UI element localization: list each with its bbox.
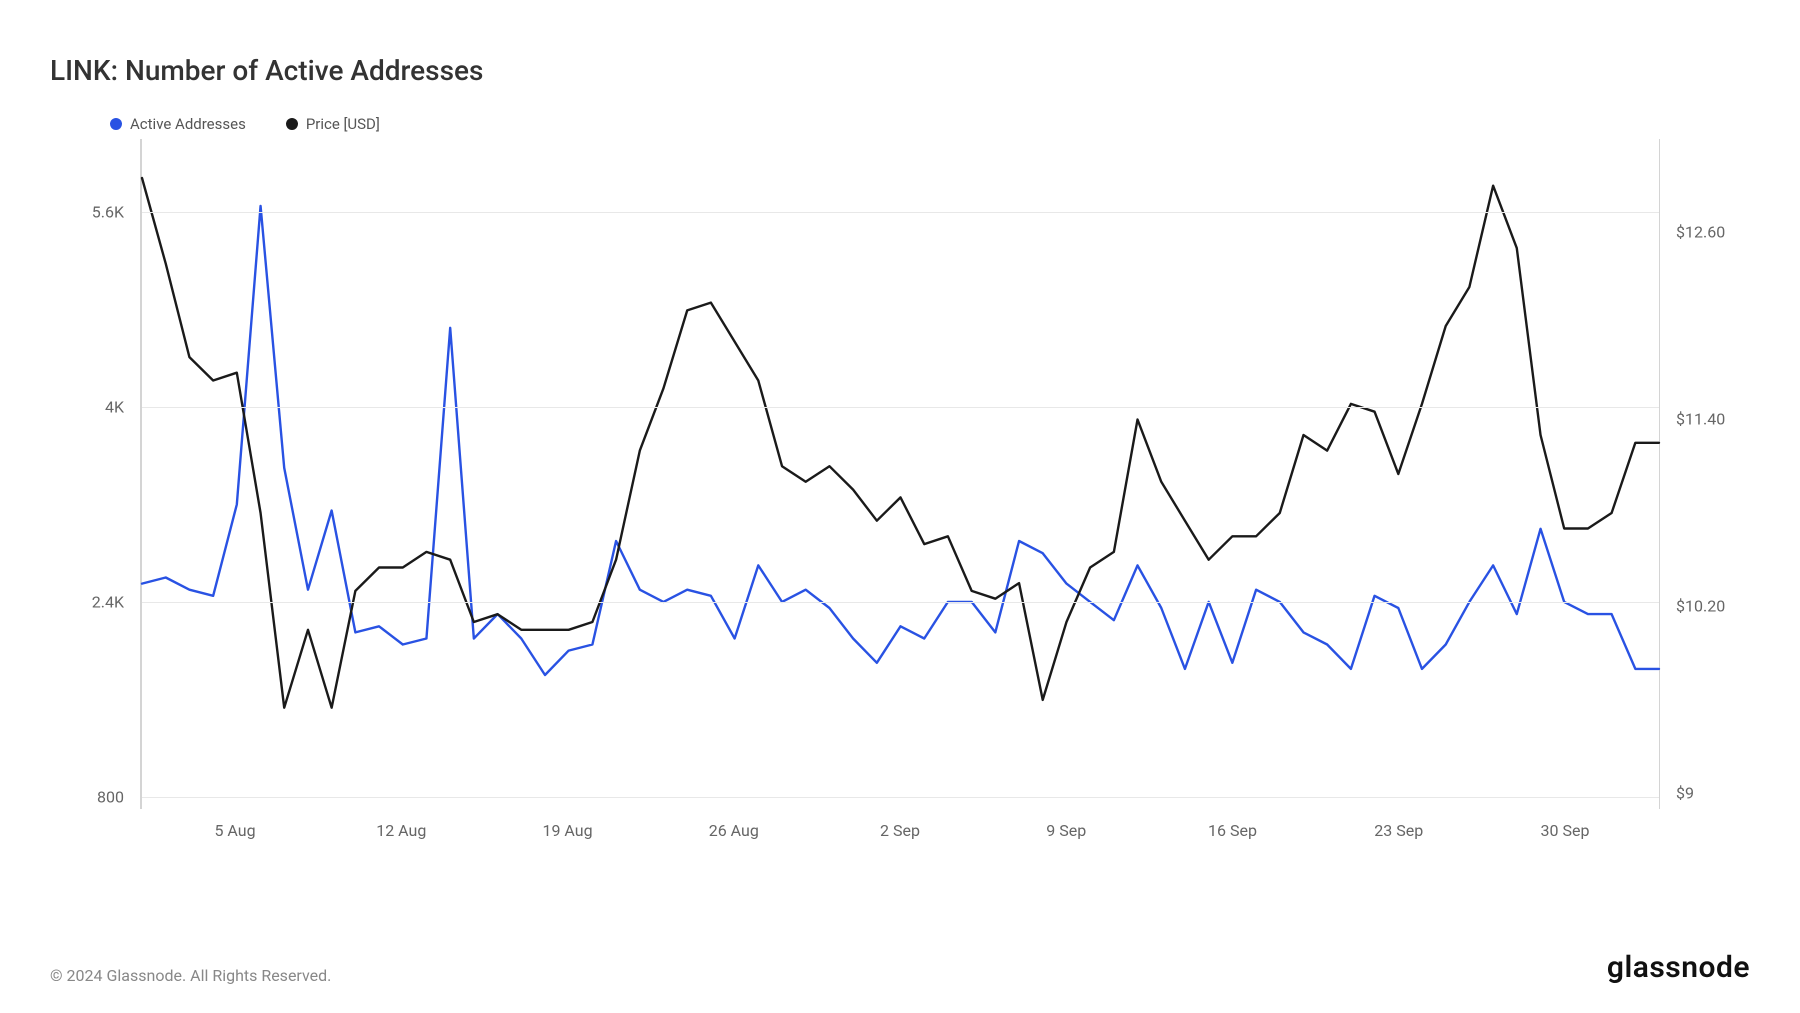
lines-svg [142,139,1659,809]
y-right-tick-label: $9 [1676,784,1758,803]
legend-dot-icon [110,118,122,130]
line-active-addresses [142,206,1659,675]
brand-logo: glassnode [1607,950,1750,985]
legend-item-active-addresses: Active Addresses [110,115,246,133]
legend: Active Addresses Price [USD] [110,115,1750,133]
x-tick-label: 2 Sep [880,821,920,840]
x-tick-label: 5 Aug [214,821,255,840]
y-left-tick-label: 2.4K [42,592,124,611]
y-left-tick-label: 5.6K [42,203,124,222]
copyright-text: © 2024 Glassnode. All Rights Reserved. [50,966,331,985]
x-tick-label: 16 Sep [1208,821,1257,840]
x-tick-label: 12 Aug [376,821,426,840]
y-right-tick-label: $11.40 [1676,410,1758,429]
x-axis: 5 Aug 12 Aug 19 Aug 26 Aug 2 Sep 9 Sep 16 Sep 2… [140,821,1660,841]
x-tick-label: 23 Sep [1374,821,1423,840]
gridline [142,602,1659,603]
legend-label: Price [USD] [306,115,380,133]
x-tick-label: 26 Aug [709,821,759,840]
y-right-tick-label: $10.20 [1676,597,1758,616]
gridline [142,407,1659,408]
footer: © 2024 Glassnode. All Rights Reserved. g… [50,950,1750,985]
y-left-tick-label: 800 [42,787,124,806]
legend-dot-icon [286,118,298,130]
chart-title: LINK: Number of Active Addresses [50,54,1750,87]
y-left-tick-label: 4K [42,398,124,417]
legend-item-price: Price [USD] [286,115,380,133]
y-left-axis: 8002.4K4K5.6K [50,139,132,809]
chart-plot: 8002.4K4K5.6K $9$10.20$11.40$12.60 5 Aug… [50,139,1750,859]
x-tick-label: 30 Sep [1541,821,1590,840]
chart-container: LINK: Number of Active Addresses Active … [0,0,1800,1013]
gridline [142,797,1659,798]
legend-label: Active Addresses [130,115,246,133]
plot-area [140,139,1660,809]
gridline [142,212,1659,213]
x-tick-label: 19 Aug [542,821,592,840]
y-right-tick-label: $12.60 [1676,223,1758,242]
x-tick-label: 9 Sep [1046,821,1086,840]
y-right-axis: $9$10.20$11.40$12.60 [1668,139,1750,809]
